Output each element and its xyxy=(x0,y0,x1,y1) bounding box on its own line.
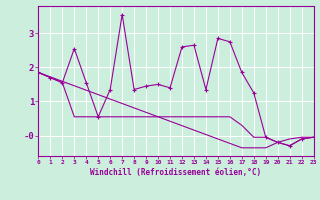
X-axis label: Windchill (Refroidissement éolien,°C): Windchill (Refroidissement éolien,°C) xyxy=(91,168,261,177)
